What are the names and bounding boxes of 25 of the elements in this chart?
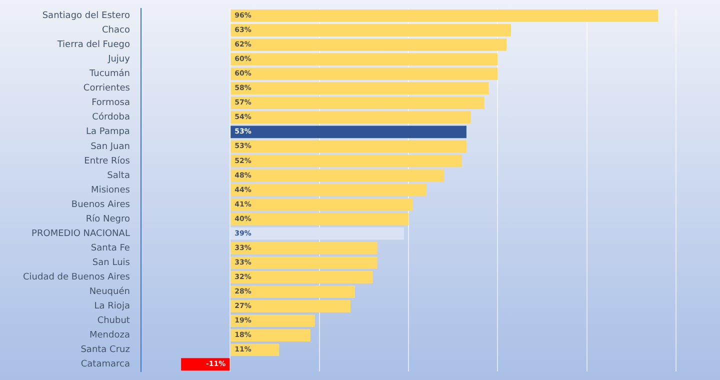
y-tick-label: Salta: [107, 170, 130, 181]
y-tick-label: Chubut: [97, 316, 130, 326]
y-tick-label: Ciudad de Buenos Aires: [22, 272, 130, 283]
y-tick-label: Misiones: [91, 185, 130, 196]
y-tick-label: Catamarca: [80, 360, 130, 370]
y-tick-label: La Rioja: [94, 302, 130, 312]
y-tick-label: Entre Ríos: [84, 155, 130, 166]
y-tick-label: Buenos Aires: [71, 200, 130, 210]
y-tick-label: PROMEDIO NACIONAL: [32, 228, 130, 239]
y-tick-label: San Luis: [92, 258, 130, 268]
y-tick-label: Río Negro: [86, 213, 130, 224]
y-tick-label: Corrientes: [83, 84, 130, 94]
y-tick-label: Tierra del Fuego: [56, 40, 130, 50]
y-tick-label: Santiago del Estero: [42, 11, 130, 22]
y-tick-label: Tucumán: [88, 68, 130, 80]
y-tick-label: Santa Cruz: [80, 345, 130, 356]
y-tick-label: La Pampa: [86, 127, 130, 138]
y-tick-label: Neuquén: [89, 286, 130, 298]
y-tick-label: Formosa: [92, 98, 130, 108]
y-tick-label: Chaco: [102, 26, 130, 36]
y-tick-label: Mendoza: [89, 330, 130, 341]
y-tick-label: San Juan: [90, 142, 130, 152]
y-tick-label: Córdoba: [92, 112, 130, 123]
y-tick-label: Jujuy: [107, 54, 131, 65]
y-tick-label: Santa Fe: [90, 243, 130, 254]
